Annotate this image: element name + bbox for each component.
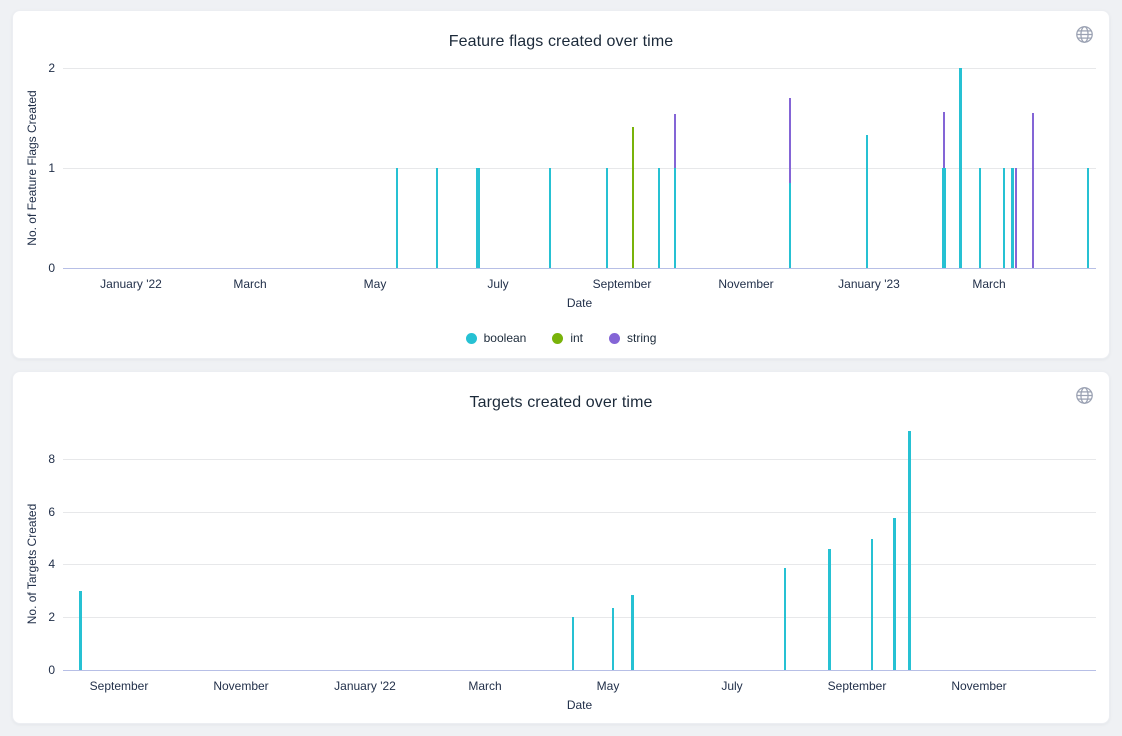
- bar-boolean[interactable]: [979, 168, 981, 268]
- y-tick-label: 2: [48, 61, 55, 75]
- legend-item-boolean[interactable]: boolean: [465, 331, 527, 345]
- x-tick-label: November: [213, 679, 269, 693]
- x-tick-label: March: [233, 277, 267, 291]
- x-tick-label: July: [721, 679, 743, 693]
- gridline: [63, 564, 1096, 566]
- x-tick-label: March: [972, 277, 1006, 291]
- x-tick-label: November: [951, 679, 1007, 693]
- bar-boolean[interactable]: [606, 168, 608, 268]
- bar-string[interactable]: [789, 98, 791, 183]
- bar-string[interactable]: [1015, 168, 1017, 268]
- gridline: [63, 617, 1096, 619]
- globe-icon: [1075, 386, 1093, 404]
- legend-item-int[interactable]: int: [552, 331, 583, 345]
- bar-boolean[interactable]: [959, 68, 962, 268]
- x-tick-label: March: [468, 679, 502, 693]
- bar-boolean[interactable]: [1003, 168, 1005, 268]
- chart-plot-area: 0 1 2 January '22 March May July September Novem…: [13, 11, 1109, 358]
- gridline: [63, 68, 1096, 69]
- legend-label: int: [570, 331, 584, 345]
- x-tick-label: January '23: [838, 277, 900, 291]
- bar-targets[interactable]: [784, 568, 786, 670]
- gridline: [63, 511, 1096, 513]
- bar-targets[interactable]: [908, 431, 911, 670]
- feature-flags-chart-card: Feature flags created over time No. of F…: [12, 10, 1110, 359]
- bar-boolean[interactable]: [943, 168, 945, 268]
- bar-targets[interactable]: [572, 617, 574, 670]
- x-tick-label: July: [487, 277, 509, 291]
- bar-targets[interactable]: [871, 539, 873, 670]
- chart-title: Feature flags created over time: [448, 33, 674, 50]
- legend-label: string: [627, 331, 657, 345]
- y-tick-label: 4: [48, 557, 55, 572]
- x-axis-line: [63, 268, 1096, 269]
- legend: boolean int string: [13, 331, 1109, 345]
- legend-dot-string: [609, 332, 621, 344]
- x-axis-line: [63, 670, 1096, 671]
- x-tick-label: May: [363, 277, 387, 291]
- y-tick-label: 2: [48, 610, 55, 625]
- x-tick-label: September: [827, 679, 887, 693]
- x-tick-label: May: [596, 679, 620, 693]
- x-axis-title: Date: [566, 296, 593, 310]
- bar-boolean[interactable]: [789, 183, 791, 268]
- bar-boolean[interactable]: [866, 135, 868, 268]
- bar-targets[interactable]: [828, 548, 831, 670]
- y-tick-label: 0: [48, 261, 55, 275]
- x-axis-title: Date: [566, 698, 593, 712]
- bar-string[interactable]: [1032, 113, 1034, 268]
- y-tick-label: 8: [48, 451, 55, 466]
- legend-dot-int: [552, 332, 564, 344]
- bar-targets[interactable]: [79, 590, 82, 670]
- bar-boolean[interactable]: [476, 168, 480, 268]
- bar-string[interactable]: [943, 112, 945, 168]
- bar-boolean[interactable]: [396, 168, 398, 268]
- x-tick-label: January '22: [100, 277, 162, 291]
- gridline: [63, 168, 1096, 169]
- bar-boolean[interactable]: [436, 168, 438, 268]
- gridline: [63, 458, 1096, 460]
- bar-targets[interactable]: [612, 607, 614, 670]
- chart-plot-area: 0 2 4 6 8 September November January '22 March Ma…: [13, 372, 1109, 723]
- bar-boolean[interactable]: [674, 168, 676, 268]
- globe-icon-button[interactable]: [1073, 23, 1095, 45]
- legend-item-string[interactable]: string: [609, 331, 656, 345]
- bar-targets[interactable]: [631, 594, 634, 670]
- y-tick-label: 1: [48, 161, 55, 175]
- y-tick-label: 0: [48, 663, 55, 677]
- x-tick-label: September: [89, 679, 149, 693]
- bar-int[interactable]: [632, 127, 634, 268]
- globe-icon-button[interactable]: [1073, 384, 1095, 406]
- x-tick-label: November: [718, 277, 774, 291]
- y-tick-label: 6: [48, 504, 55, 519]
- bar-boolean[interactable]: [549, 168, 551, 268]
- x-tick-label: January '22: [334, 679, 396, 693]
- chart-title: Targets created over time: [469, 394, 653, 411]
- bar-boolean[interactable]: [1011, 168, 1014, 268]
- bar-string[interactable]: [674, 114, 676, 168]
- targets-chart-card: Targets created over time No. of Targets…: [12, 371, 1110, 724]
- bar-boolean[interactable]: [658, 168, 660, 268]
- legend-dot-boolean: [465, 332, 477, 344]
- legend-label: boolean: [483, 331, 527, 345]
- bar-targets[interactable]: [893, 518, 896, 670]
- bar-boolean[interactable]: [1087, 168, 1089, 268]
- globe-icon: [1075, 25, 1093, 43]
- x-tick-label: September: [592, 277, 652, 291]
